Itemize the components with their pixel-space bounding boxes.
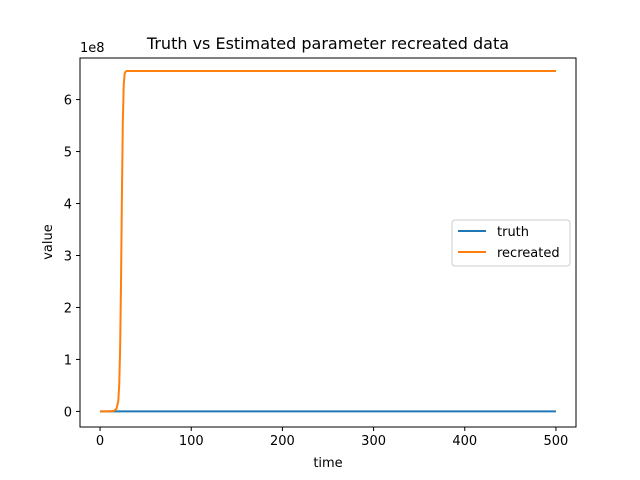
y-tick-label: 1 <box>64 353 72 368</box>
plot-area <box>79 57 577 428</box>
x-tick-label: 200 <box>270 434 295 449</box>
y-axis-label: value <box>41 224 56 260</box>
x-tick-label: 400 <box>452 434 477 449</box>
series-line-recreated <box>100 69 556 413</box>
legend-label-truth: truth <box>497 225 529 240</box>
y-axis-ticks: 0 1 2 3 4 5 6 <box>64 94 80 420</box>
x-tick-label: 300 <box>361 434 386 449</box>
y-tick-label: 6 <box>64 94 72 109</box>
y-tick-label: 3 <box>64 249 72 264</box>
x-axis-ticks: 0 100 200 300 400 500 <box>96 427 568 449</box>
x-tick-label: 0 <box>96 434 104 449</box>
legend: truth recreated <box>451 219 571 267</box>
legend-label-recreated: recreated <box>497 246 560 261</box>
x-tick-label: 500 <box>544 434 569 449</box>
x-axis-label: time <box>313 456 342 471</box>
plot-frame <box>79 57 577 428</box>
y-offset-label: 1e8 <box>80 41 105 56</box>
y-tick-label: 2 <box>64 301 72 316</box>
y-tick-label: 4 <box>64 198 72 213</box>
series-layer <box>100 69 556 413</box>
y-tick-label: 0 <box>64 405 72 420</box>
chart-title: Truth vs Estimated parameter recreated d… <box>146 34 509 53</box>
y-tick-label: 5 <box>64 146 72 161</box>
x-tick-label: 100 <box>179 434 204 449</box>
